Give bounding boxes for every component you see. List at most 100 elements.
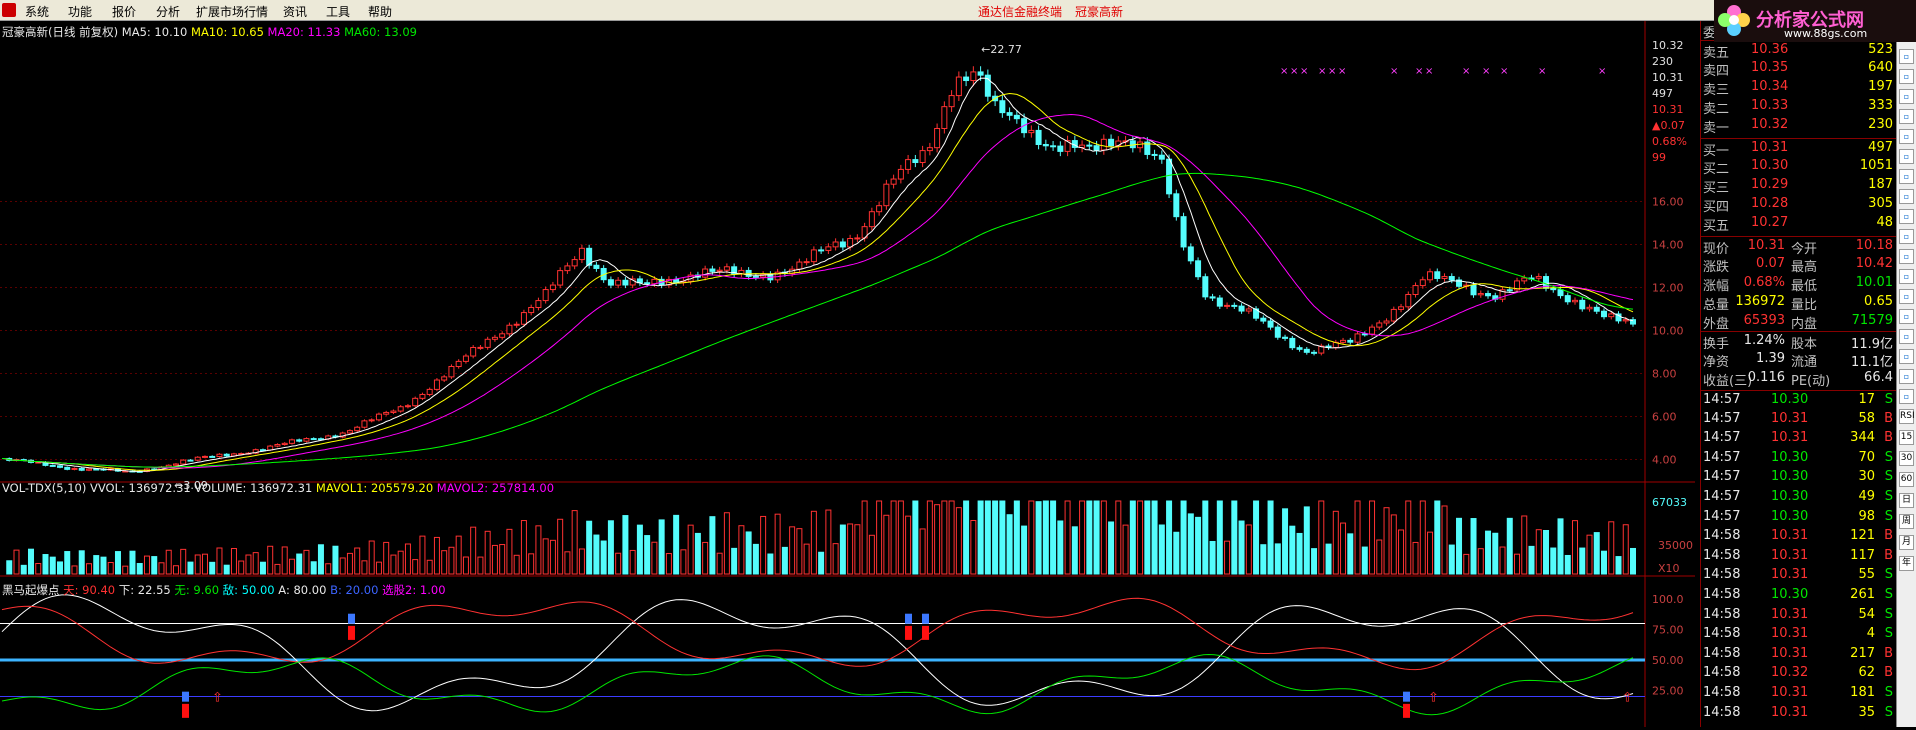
candle-body bbox=[491, 336, 498, 340]
toolbar-icon-button[interactable]: ▫ bbox=[1899, 289, 1914, 304]
menu-ext-market[interactable]: 扩展市场行情 bbox=[196, 5, 269, 19]
bid-row: 买四 10.28 305 bbox=[1701, 195, 1897, 215]
candle-body bbox=[970, 71, 977, 82]
toolbar-icon-button[interactable]: ▫ bbox=[1899, 389, 1914, 404]
candle-body bbox=[1216, 297, 1223, 307]
tick-volume: 217 bbox=[1850, 645, 1875, 661]
bid-row: 买二 10.30 1051 bbox=[1701, 157, 1897, 177]
period-button[interactable]: 日 bbox=[1899, 493, 1914, 508]
tick-volume: 261 bbox=[1850, 587, 1875, 602]
tick-time: 14:57 bbox=[1703, 392, 1741, 407]
toolbar-icon-button[interactable]: ▫ bbox=[1899, 349, 1914, 364]
ma5-line bbox=[1, 77, 1634, 472]
stat-label-2: 量比 bbox=[1791, 298, 1818, 313]
volume-bar bbox=[847, 523, 854, 575]
period-button[interactable]: 60 bbox=[1899, 472, 1914, 487]
volume-bar bbox=[252, 552, 259, 575]
period-button[interactable]: 月 bbox=[1899, 535, 1914, 550]
chart-area[interactable]: 16.00 14.00 12.00 10.00 8.00 6.00 4.00 10.32 230… bbox=[0, 21, 1695, 727]
toolbar-icon-button[interactable]: ▫ bbox=[1899, 209, 1914, 224]
volume-bar bbox=[1347, 533, 1354, 575]
toolbar-icon-button[interactable]: ▫ bbox=[1899, 309, 1914, 324]
toolbar-icon-button[interactable]: ▫ bbox=[1899, 229, 1914, 244]
candle-body bbox=[535, 300, 542, 308]
period-button[interactable]: 年 bbox=[1899, 556, 1914, 571]
menu-function[interactable]: 功能 bbox=[68, 5, 93, 19]
volume-bar bbox=[1383, 507, 1390, 575]
candle-body bbox=[1369, 326, 1376, 335]
terminal-title: 通达信金融终端 bbox=[978, 5, 1063, 19]
menu-system[interactable]: 系统 bbox=[25, 5, 50, 19]
flower-logo-icon bbox=[1718, 5, 1750, 36]
menu-help[interactable]: 帮助 bbox=[368, 5, 393, 19]
tick-time: 14:57 bbox=[1703, 449, 1741, 465]
candle-body bbox=[1499, 289, 1506, 300]
volume-bar bbox=[1253, 500, 1260, 575]
candle-body bbox=[1303, 348, 1310, 353]
menu-tools[interactable]: 工具 bbox=[326, 5, 351, 19]
ind-tian: 天: 90.40 bbox=[63, 583, 116, 597]
volume-bar bbox=[1296, 532, 1303, 575]
toolbar-icon-button[interactable]: ▫ bbox=[1899, 169, 1914, 184]
candle-body bbox=[1274, 326, 1281, 338]
ask-price: 10.34 bbox=[1751, 79, 1789, 94]
right-toolbar: ▫ ▫ ▫ ▫ ▫ ▫ ▫ ▫ ▫ ▫ ▫ ▫ ▫ ▫ ▫ ▫ ▫ ▫ RSI 15 30 60 日周月年 bbox=[1896, 21, 1916, 727]
toolbar-icon-button[interactable]: ▫ bbox=[1899, 249, 1914, 264]
period-button[interactable]: RSI bbox=[1899, 409, 1915, 424]
candle-body bbox=[1550, 287, 1557, 291]
toolbar-icon-button[interactable]: ▫ bbox=[1899, 89, 1914, 104]
volume-bar bbox=[93, 555, 100, 575]
tick-row: 14:58 10.31 117 B bbox=[1701, 547, 1897, 566]
toolbar-icon-button[interactable]: ▫ bbox=[1899, 49, 1914, 64]
ind-di: 敌: 50.00 bbox=[222, 583, 275, 597]
volume-bar bbox=[926, 500, 933, 575]
candle-body bbox=[839, 241, 846, 248]
stat-value: 136972 bbox=[1735, 294, 1785, 309]
period-button[interactable]: 周 bbox=[1899, 514, 1914, 529]
volume-bar bbox=[607, 520, 614, 575]
volume-bar bbox=[1477, 548, 1484, 575]
watermark-banner: 分析家公式网 www.88gs.com bbox=[1714, 0, 1916, 42]
candle-body bbox=[412, 397, 419, 407]
kline-chart-svg[interactable]: 16.00 14.00 12.00 10.00 8.00 6.00 4.00 10.32 230… bbox=[0, 21, 1695, 727]
signal-bar-blue bbox=[922, 613, 929, 624]
ind-xia: 下: 22.55 bbox=[118, 583, 171, 597]
volume-bar bbox=[571, 510, 578, 575]
tick-row: 14:58 10.31 55 S bbox=[1701, 566, 1897, 585]
order-axis-label: 230 bbox=[1652, 55, 1673, 68]
volume-bar bbox=[1601, 550, 1608, 575]
order-axis-label: ▲0.07 bbox=[1652, 119, 1685, 132]
toolbar-icon-button[interactable]: ▫ bbox=[1899, 129, 1914, 144]
volume-bar bbox=[578, 548, 585, 575]
candle-body bbox=[1260, 317, 1267, 322]
candle-body bbox=[1282, 336, 1289, 339]
tick-side: B bbox=[1884, 645, 1893, 661]
candle-body bbox=[513, 323, 520, 326]
menu-news[interactable]: 资讯 bbox=[283, 5, 308, 19]
menu-quote[interactable]: 报价 bbox=[112, 5, 137, 19]
period-button[interactable]: 15 bbox=[1899, 430, 1914, 445]
volume-bar bbox=[1108, 521, 1115, 575]
tick-time: 14:58 bbox=[1703, 567, 1741, 583]
toolbar-icon-button[interactable]: ▫ bbox=[1899, 69, 1914, 84]
volume-bar bbox=[346, 552, 353, 575]
toolbar-icon-button[interactable]: ▫ bbox=[1899, 369, 1914, 384]
volume-bar bbox=[477, 556, 484, 575]
toolbar-icon-button[interactable]: ▫ bbox=[1899, 149, 1914, 164]
period-button[interactable]: 30 bbox=[1899, 451, 1914, 466]
volume-bar bbox=[1427, 531, 1434, 575]
price-axis-label: 14.00 bbox=[1652, 239, 1684, 252]
signal-marker: × bbox=[1338, 66, 1346, 77]
toolbar-icon-button[interactable]: ▫ bbox=[1899, 109, 1914, 124]
ask-row: 卖二 10.33 333 bbox=[1701, 97, 1897, 117]
order-axis-label: 497 bbox=[1652, 87, 1673, 100]
stat-row: 涨跌 0.07 最高 10.42 bbox=[1701, 255, 1897, 275]
volume-bar bbox=[557, 518, 564, 575]
menu-analysis[interactable]: 分析 bbox=[156, 5, 181, 19]
volume-bar bbox=[78, 550, 85, 575]
candle-body bbox=[709, 268, 716, 272]
toolbar-icon-button[interactable]: ▫ bbox=[1899, 329, 1914, 344]
ask-price: 10.36 bbox=[1751, 42, 1789, 57]
toolbar-icon-button[interactable]: ▫ bbox=[1899, 189, 1914, 204]
toolbar-icon-button[interactable]: ▫ bbox=[1899, 269, 1914, 284]
